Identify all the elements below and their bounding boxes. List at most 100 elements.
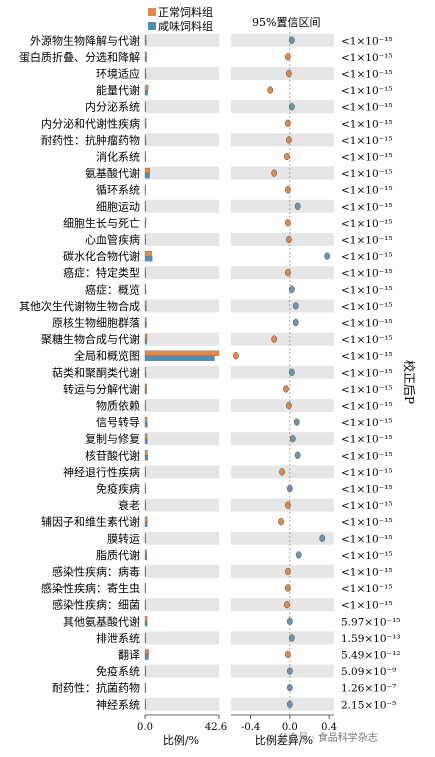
stripe-diff (231, 365, 334, 379)
diff-point (288, 285, 295, 293)
stripe-diff (231, 498, 334, 512)
stripe-diff (231, 133, 334, 147)
mid-axis-ticks: -0.4 0.0 0.4 (241, 32, 337, 733)
category-label: 感染性疾病：病毒 (52, 565, 140, 579)
bar-salty (144, 372, 147, 378)
bar-salty (144, 704, 146, 710)
stripe-left (145, 399, 219, 412)
diff-point (293, 418, 300, 426)
mid-axis-label: 比例差异/% (255, 733, 313, 747)
bar-salty (144, 587, 146, 594)
stripe-left (145, 664, 219, 678)
stripe-left (145, 631, 219, 645)
right-axis-label: 校正后P (402, 360, 417, 404)
bar-salty (144, 554, 148, 561)
category-label: 辅因子和维生素代谢 (41, 515, 140, 529)
p-value: 5.49×10⁻¹² (341, 650, 401, 662)
category-label: 膜转运 (107, 531, 140, 545)
p-value: <1×10⁻¹⁵ (341, 318, 393, 330)
stripe-left (145, 697, 219, 711)
p-value: <1×10⁻¹⁵ (341, 284, 393, 296)
p-value: 1.26×10⁻⁷ (341, 683, 396, 695)
p-value: <1×10⁻¹⁵ (341, 85, 393, 97)
stripe-left (145, 233, 219, 246)
bar-salty (144, 40, 147, 46)
diff-point (319, 534, 326, 542)
mid-axis-tick-label: -0.4 (241, 722, 260, 733)
category-label: 消化系统 (96, 150, 140, 164)
diff-point (294, 451, 301, 459)
p-value: <1×10⁻¹⁵ (341, 168, 393, 180)
bar-salty (144, 106, 147, 112)
p-value: <1×10⁻¹⁵ (341, 450, 393, 462)
diff-point (292, 302, 299, 310)
category-label: 外源物生物降解与代谢 (30, 33, 140, 47)
diff-point (287, 667, 293, 675)
bar-salty (144, 156, 147, 162)
bar-normal (144, 416, 148, 423)
bar-normal (144, 333, 148, 340)
diff-point (285, 219, 291, 227)
diff-point (233, 352, 239, 360)
category-label: 环境适应 (96, 67, 140, 81)
bar-salty (144, 538, 146, 544)
diff-point (278, 518, 284, 526)
diff-point (292, 318, 299, 327)
category-label: 癌症：概览 (85, 282, 140, 296)
legend-label-normal: 正常饲料组 (158, 5, 213, 19)
category-label: 感染性疾病：细菌 (52, 598, 140, 612)
category-label: 聚糖生物合成与代谢 (41, 332, 140, 346)
bar-salty (144, 421, 148, 428)
stripe-left (145, 166, 219, 180)
bar-salty (144, 637, 146, 644)
p-value: <1×10⁻¹⁵ (341, 201, 393, 213)
bar-salty (144, 255, 153, 262)
p-value: <1×10⁻¹⁵ (341, 401, 393, 413)
stripe-diff (231, 432, 334, 446)
category-label: 核苷酸代谢 (85, 448, 140, 462)
p-value: <1×10⁻¹⁵ (341, 517, 393, 529)
bar-salty (144, 289, 147, 295)
stripe-left (145, 67, 219, 80)
category-label: 氨基酸代谢 (85, 166, 140, 180)
p-value: <1×10⁻¹⁵ (341, 251, 393, 263)
bar-normal (144, 234, 146, 240)
left-bars (144, 35, 220, 710)
bar-salty (144, 471, 146, 478)
bar-salty (144, 405, 146, 411)
category-label: 原核生物细胞群落 (52, 316, 140, 330)
bar-salty (144, 222, 147, 229)
category-label: 碳水化合物代谢 (63, 249, 140, 263)
bar-normal (144, 184, 147, 190)
bar-salty (144, 322, 147, 328)
diff-point (286, 136, 292, 144)
category-label: 排泄系统 (96, 631, 140, 645)
p-value: <1×10⁻¹⁵ (341, 600, 393, 612)
diff-point (279, 468, 285, 476)
p-value: 2.15×10⁻⁵ (341, 699, 396, 711)
p-value: <1×10⁻¹⁵ (341, 218, 393, 230)
p-value: <1×10⁻¹⁵ (341, 118, 393, 130)
bar-normal (144, 599, 146, 605)
left-axis-max-label: 42.6 (205, 722, 227, 733)
category-label: 内分泌和代谢性疾病 (41, 116, 140, 130)
bar-normal (144, 450, 148, 456)
diff-point (271, 169, 278, 177)
bar-normal (144, 134, 147, 141)
bar-normal (144, 549, 147, 556)
p-value: <1×10⁻¹⁵ (341, 235, 393, 247)
p-value: 1.59×10⁻¹³ (341, 633, 401, 645)
bar-salty (144, 89, 148, 96)
stripe-left (145, 133, 219, 147)
mid-axis-tick-label: 0.0 (282, 722, 298, 733)
diff-point (289, 435, 296, 443)
stripe-diff (231, 332, 334, 346)
stripe-left (145, 332, 219, 346)
bar-salty (144, 56, 147, 63)
bar-normal (144, 533, 146, 539)
stripe-left (145, 432, 219, 446)
category-label: 心血管疾病 (85, 233, 140, 247)
category-label: 信号转导 (96, 415, 140, 429)
p-value: <1×10⁻¹⁵ (341, 567, 393, 579)
